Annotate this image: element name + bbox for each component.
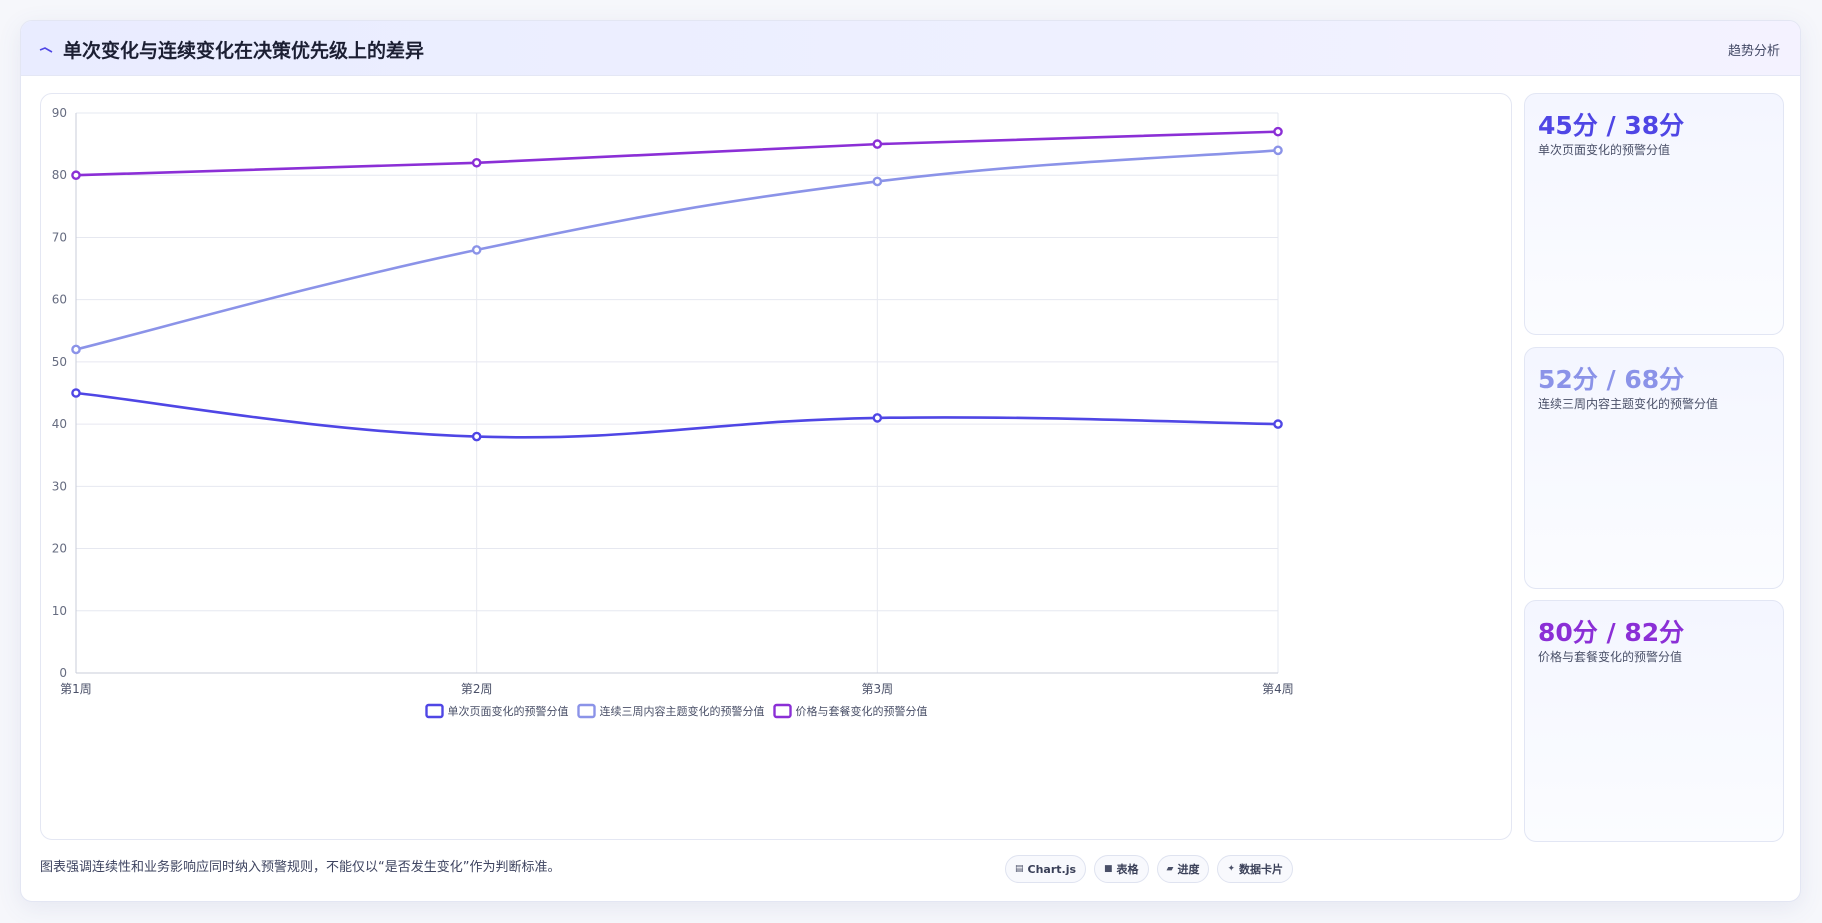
- y-tick-label: 30: [52, 479, 67, 493]
- y-tick-label: 90: [52, 106, 67, 120]
- stat-label: 单次页面变化的预警分值: [1538, 143, 1671, 157]
- pill-label: 进度: [1177, 863, 1200, 876]
- data-point: [471, 431, 482, 442]
- x-tick-label: 第4周: [1262, 682, 1294, 696]
- legend-swatch: [425, 703, 444, 719]
- trend-line-icon: [39, 47, 53, 53]
- legend-label: 连续三周内容主题变化的预警分值: [600, 704, 765, 718]
- chart-panel: 0 10 20 30 40 50 60 70 80 90 第1周 第2周 第3周 第4周单次页面变化的预警…: [40, 93, 1512, 840]
- pill-progress[interactable]: ▰ 进度: [1156, 855, 1210, 883]
- stat-card-1: 45分 / 38分 单次页面变化的预警分值: [1524, 93, 1784, 335]
- stat-label: 价格与套餐变化的预警分值: [1538, 650, 1683, 664]
- x-tick-label: 第1周: [60, 682, 92, 696]
- stat-card-3: 80分 / 82分 价格与套餐变化的预警分值: [1524, 600, 1784, 842]
- stat-value: 52分 / 68分: [1538, 365, 1685, 394]
- chart-card: 单次变化与连续变化在决策优先级上的差异 趋势分析 0 10 20 30 40 50 60 70…: [20, 20, 1801, 902]
- page-title: 单次变化与连续变化在决策优先级上的差异: [63, 40, 425, 62]
- chart-icon: ▤: [1015, 864, 1024, 874]
- progress-icon: ▰: [1166, 864, 1174, 874]
- series-line: [74, 391, 1280, 439]
- chart-footnote: 图表强调连续性和业务影响应同时纳入预警规则，不能仅以“是否发生变化”作为判断标准…: [40, 860, 561, 875]
- legend-label: 单次页面变化的预警分值: [448, 704, 569, 718]
- y-tick-label: 0: [59, 666, 67, 680]
- data-point: [71, 388, 81, 398]
- stat-card-2: 52分 / 68分 连续三周内容主题变化的预警分值: [1524, 347, 1784, 589]
- data-point: [872, 139, 883, 149]
- series-line: [74, 149, 1280, 351]
- y-tick-label: 40: [52, 417, 67, 431]
- stat-value: 45分 / 38分: [1538, 111, 1685, 140]
- pill-chartjs[interactable]: ▤ Chart.js: [1005, 855, 1087, 883]
- card-header: 单次变化与连续变化在决策优先级上的差异 趋势分析: [21, 21, 1800, 76]
- y-tick-label: 70: [52, 230, 67, 244]
- data-point: [872, 176, 883, 187]
- data-point: [1273, 419, 1283, 429]
- data-point: [872, 413, 883, 423]
- feature-pills: ▤ Chart.js ■ 表格 ▰ 进度 ✦ 数据卡片: [1005, 855, 1294, 883]
- y-tick-label: 60: [52, 293, 67, 307]
- header-tag: 趋势分析: [1727, 44, 1780, 59]
- y-tick-label: 10: [52, 604, 67, 618]
- y-tick-label: 50: [52, 355, 67, 369]
- legend-label: 价格与套餐变化的预警分值: [796, 704, 928, 718]
- pill-label: 数据卡片: [1239, 863, 1284, 876]
- data-point: [1273, 145, 1283, 156]
- legend-swatch: [577, 703, 596, 719]
- data-point: [1273, 126, 1283, 137]
- table-icon: ■: [1104, 864, 1113, 874]
- x-tick-label: 第2周: [461, 682, 493, 696]
- y-tick-label: 20: [52, 542, 67, 556]
- data-point: [471, 157, 482, 168]
- pill-data-card[interactable]: ✦ 数据卡片: [1217, 855, 1294, 883]
- data-point: [471, 245, 482, 255]
- series-line: [74, 130, 1280, 177]
- data-point: [71, 344, 81, 355]
- stat-label: 连续三周内容主题变化的预警分值: [1538, 397, 1719, 411]
- x-tick-label: 第3周: [862, 682, 894, 696]
- line-chart: 0 10 20 30 40 50 60 70 80 90 第1周 第2周 第3周 第4周单次页面变化的预警…: [52, 106, 1294, 719]
- legend-swatch: [773, 703, 792, 719]
- pill-label: 表格: [1116, 863, 1139, 876]
- stat-value: 80分 / 82分: [1538, 618, 1685, 647]
- y-tick-label: 80: [52, 168, 67, 182]
- data-point: [71, 170, 81, 181]
- sparkle-icon: ✦: [1227, 864, 1236, 874]
- pill-label: Chart.js: [1027, 862, 1077, 876]
- pill-table[interactable]: ■ 表格: [1094, 855, 1149, 883]
